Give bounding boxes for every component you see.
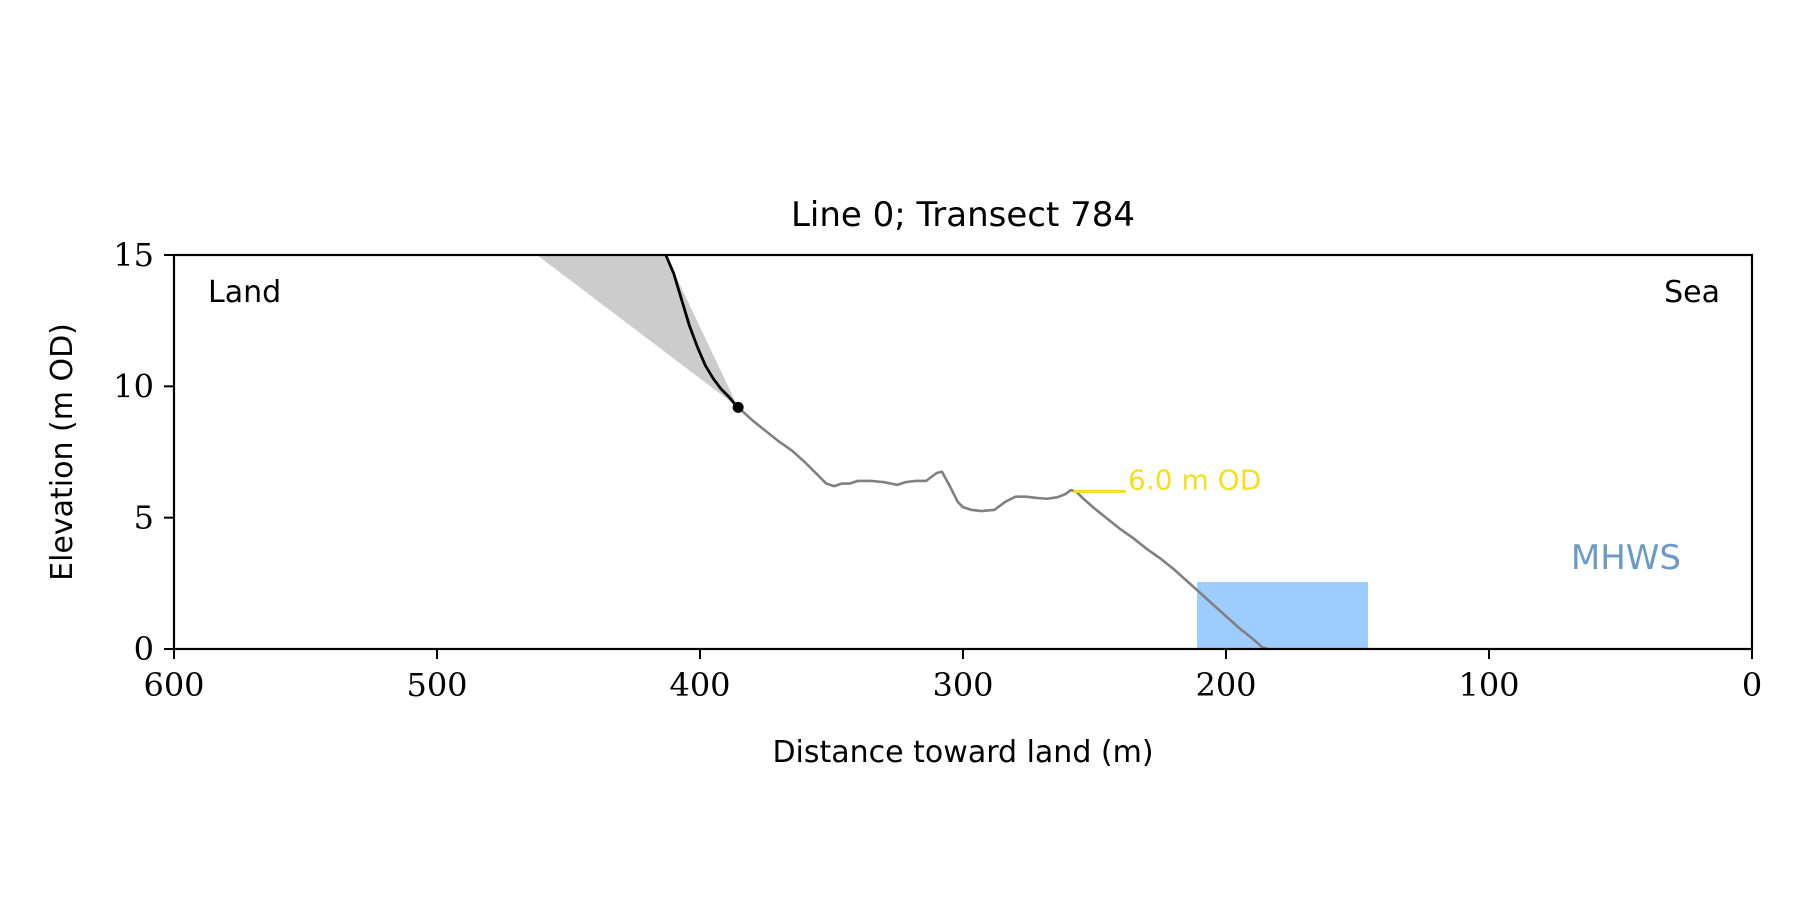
x-tick-label: 500: [406, 666, 467, 704]
y-tick-label: 0: [134, 630, 154, 668]
chart-title: Line 0; Transect 784: [791, 195, 1135, 235]
mhws-label: MHWS: [1571, 538, 1681, 578]
sea-label: Sea: [1664, 275, 1720, 310]
x-tick-label: 400: [669, 666, 730, 704]
x-tick-label: 0: [1742, 666, 1762, 704]
x-tick-label: 200: [1195, 666, 1256, 704]
cliff-toe-point: [732, 401, 744, 413]
plot-content: [536, 254, 1369, 651]
land-label: Land: [208, 275, 281, 310]
y-tick-label: 5: [134, 499, 154, 537]
x-tick-label: 300: [932, 666, 993, 704]
profile-line: [737, 406, 1269, 651]
x-tick-label: 100: [1458, 666, 1519, 704]
y-tick-label: 15: [113, 236, 154, 274]
x-axis-label: Distance toward land (m): [772, 735, 1153, 770]
y-axis-label: Elevation (m OD): [45, 323, 80, 581]
mhws-zone: [1197, 582, 1369, 649]
contour-label: 6.0 m OD: [1128, 463, 1261, 496]
y-tick-label: 10: [113, 367, 154, 405]
axes: 600 500 400 300 200 100 0 0 5 10 15: [113, 236, 1762, 704]
plot-frame: [172, 253, 1754, 651]
cliff-line: [664, 254, 740, 409]
cliff-shaded-wedge: [536, 255, 739, 408]
x-tick-label: 600: [143, 666, 204, 704]
